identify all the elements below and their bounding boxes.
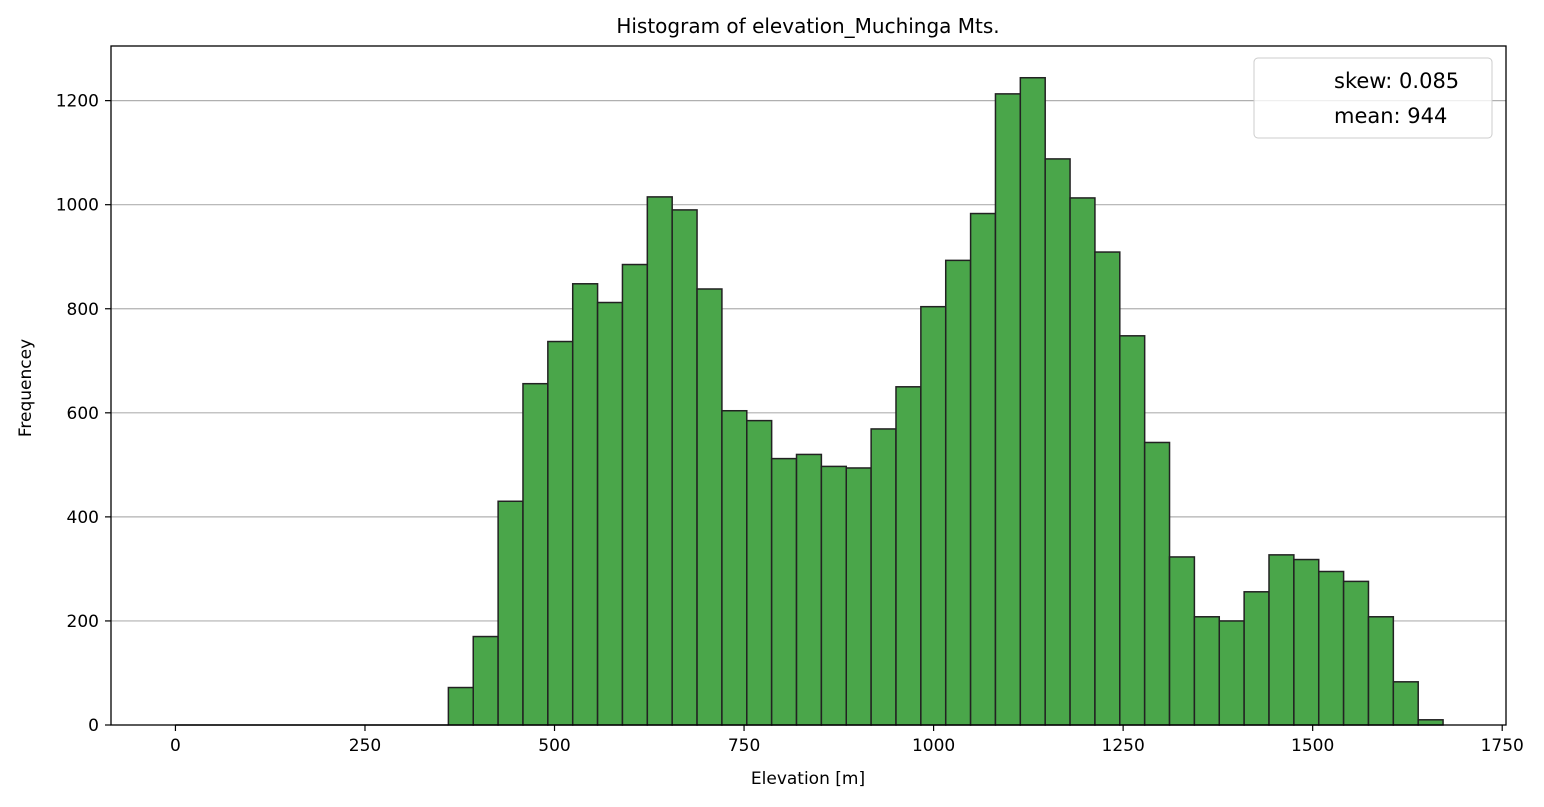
plot-frame — [110, 45, 1507, 726]
histogram-bar — [497, 500, 524, 726]
chart-title: Histogram of elevation_Muchinga Mts. — [616, 14, 999, 38]
histogram-bar — [845, 467, 872, 726]
histogram-bar — [621, 263, 649, 726]
histogram-bar — [944, 259, 972, 726]
histogram-bar — [1143, 441, 1171, 726]
legend-box — [1253, 57, 1493, 139]
legend-entry-mean: mean: 944 — [1334, 104, 1447, 128]
x-axis-label: Elevation [m] — [751, 769, 865, 789]
histogram-bar — [1268, 554, 1295, 726]
histogram-bars — [175, 76, 1444, 726]
histogram-bar — [1243, 591, 1270, 726]
x-tick-label: 1500 — [1291, 736, 1334, 756]
legend-entry-skew: skew: 0.085 — [1334, 69, 1459, 93]
y-tick-label: 200 — [67, 612, 99, 632]
legend: skew: 0.085 mean: 944 — [1253, 57, 1493, 139]
histogram-bar — [895, 386, 922, 726]
histogram-bar — [721, 409, 748, 726]
axes: 0 250 500 750 1000 1250 1500 1750 0 200 400 600 800 1… — [56, 45, 1524, 756]
x-tick-label: 250 — [349, 736, 381, 756]
histogram-bar — [1119, 335, 1146, 726]
histogram-bar — [1193, 616, 1221, 726]
histogram-bar — [1019, 76, 1046, 726]
histogram-bar — [1317, 570, 1345, 726]
histogram-bar — [795, 453, 823, 726]
histogram-bar — [1069, 197, 1096, 726]
histogram-bar — [1342, 580, 1370, 726]
histogram-bar — [969, 212, 997, 726]
x-tick-label: 750 — [728, 736, 760, 756]
x-tick-label: 500 — [538, 736, 570, 756]
histogram-bar — [547, 340, 574, 726]
histogram-bar — [646, 196, 673, 726]
y-tick-label: 600 — [67, 404, 99, 424]
histogram-bar — [1094, 251, 1121, 726]
histogram-bar — [1417, 719, 1444, 726]
histogram-bar — [1218, 620, 1245, 726]
histogram-bar — [870, 428, 897, 726]
y-tick-label: 1000 — [56, 196, 99, 216]
histogram-bar — [696, 288, 723, 726]
histogram-bar — [820, 465, 848, 726]
x-tick-label: 1250 — [1102, 736, 1145, 756]
x-tick-label: 0 — [170, 736, 181, 756]
x-tick-label: 1000 — [912, 736, 955, 756]
y-tick-label: 800 — [67, 300, 99, 320]
histogram-bar — [671, 209, 698, 726]
histogram-bar — [1392, 681, 1419, 726]
histogram-bar — [1293, 558, 1320, 726]
y-axis-label: Frequencey — [16, 339, 36, 437]
histogram-bar — [770, 457, 798, 726]
histogram-bar — [746, 419, 773, 726]
histogram-bar — [472, 635, 499, 726]
histogram-bar — [571, 283, 599, 726]
histogram-bar — [447, 686, 474, 726]
histogram-bar — [994, 93, 1022, 726]
y-tick-label: 0 — [88, 716, 99, 736]
y-tick-label: 1200 — [56, 92, 99, 112]
y-tick-label: 400 — [67, 508, 99, 528]
histogram-bar — [920, 305, 947, 726]
histogram-bar — [596, 301, 624, 726]
x-tick-label: 1750 — [1481, 736, 1524, 756]
histogram-bar — [1168, 556, 1196, 726]
histogram-bar — [522, 382, 549, 726]
histogram-bar — [1044, 158, 1071, 726]
histogram-bar — [1367, 616, 1395, 726]
